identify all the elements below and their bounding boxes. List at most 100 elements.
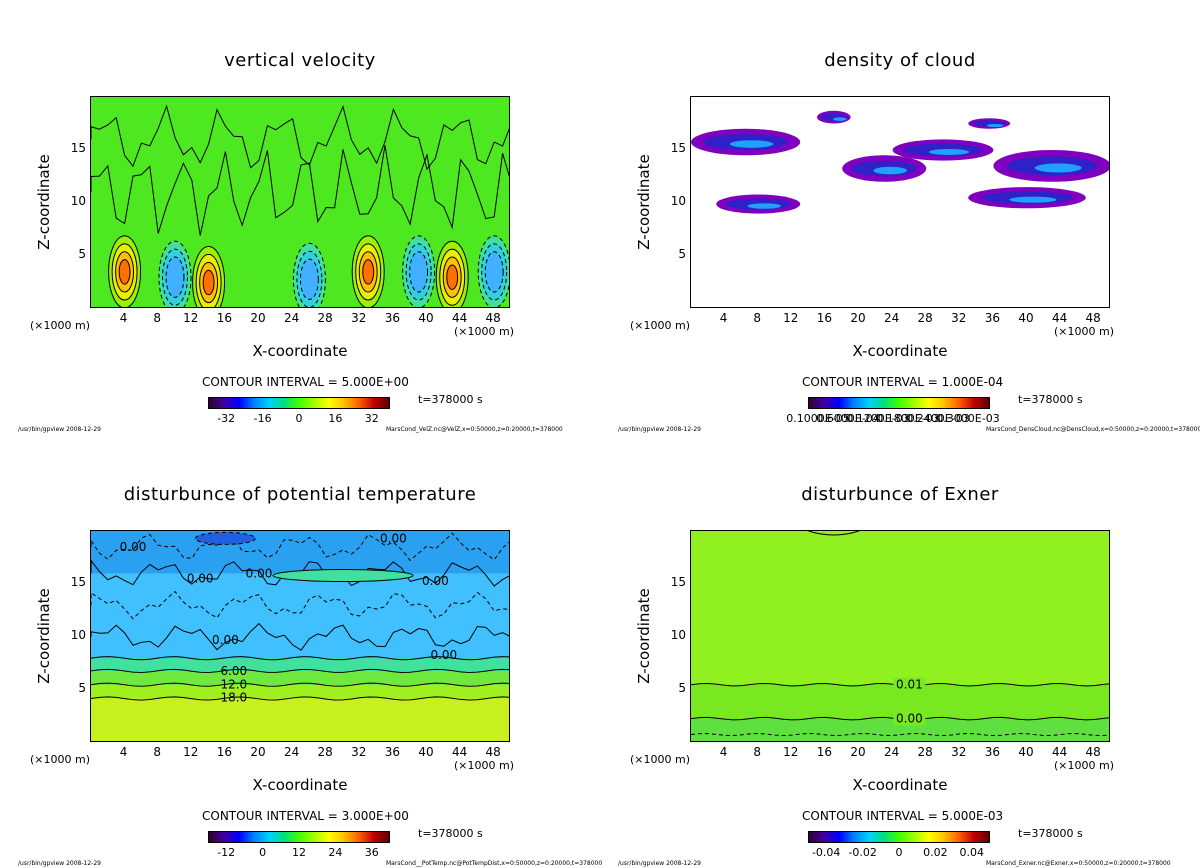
x-tick-label: 28: [317, 745, 333, 759]
x-tick-label: 20: [250, 745, 266, 759]
colorbar-tick-label: 0.1800E-03: [876, 412, 940, 425]
x-tick-label: 44: [1051, 311, 1068, 325]
x-tick-label: 24: [283, 311, 300, 325]
chart-title: vertical velocity: [224, 50, 376, 71]
x-tick-label: 4: [119, 311, 128, 325]
updraft-cell: [351, 235, 385, 307]
y-tick-label: 10: [70, 628, 86, 642]
contour-interval: CONTOUR INTERVAL = 1.000E-04: [802, 375, 1004, 389]
y-tick-label: 10: [70, 194, 86, 208]
contour-interval: CONTOUR INTERVAL = 5.000E-03: [802, 809, 1004, 823]
plot-svg: [691, 97, 1109, 307]
plot-svg: 0.01 0.00: [691, 531, 1109, 741]
x-tick-label: 24: [883, 311, 900, 325]
x-tick-label: 44: [451, 745, 468, 759]
y-tick-label: 5: [78, 247, 86, 261]
y-tick-label: 15: [670, 141, 686, 155]
lowest-band: [691, 718, 1109, 741]
x-tick-label: 44: [451, 311, 468, 325]
colorbar-tick-label: -0.04: [811, 846, 841, 859]
contour-label-bg: [893, 677, 926, 692]
plot-area: [90, 96, 510, 308]
footer-right: MarsCond_VelZ.nc@VelZ,x=0:50000,z=0:2000…: [386, 426, 563, 433]
colorbar: [808, 397, 990, 409]
x-tick-label: 20: [850, 311, 866, 325]
colorbar-tick-label: 16: [328, 412, 343, 425]
colorbar: [808, 831, 990, 843]
chart-title: disturbunce of Exner: [801, 484, 999, 505]
x-tick-label: 32: [351, 311, 367, 325]
contour-label: 0.00: [430, 648, 457, 662]
x-tick-label: 20: [250, 311, 266, 325]
colorbar-tick-label: 0: [895, 846, 903, 859]
x-tick-label: 40: [1018, 745, 1034, 759]
cloud-region: [993, 150, 1109, 182]
x-tick-label: 8: [153, 745, 162, 759]
cold-anomaly: [194, 531, 256, 545]
updraft-cell: [108, 235, 142, 307]
temperature-layer: [91, 670, 509, 685]
x-tick-label: 12: [183, 745, 199, 759]
x-tick-label: 32: [951, 311, 967, 325]
updraft-cell: [192, 246, 226, 307]
footer-left: /usr/bin/gpview 2008-12-29: [618, 860, 701, 867]
x-tick-label: 36: [384, 745, 401, 759]
colorbar: [208, 397, 390, 409]
colorbar-tick-label: -16: [253, 412, 272, 425]
contour-line: [91, 145, 509, 236]
x-tick-label: 28: [917, 745, 933, 759]
contour-label: 0.00: [187, 572, 214, 586]
contour-label: 12.0: [220, 678, 247, 692]
downdraft-cell: [477, 235, 509, 307]
colorbar-tick-label: 0: [295, 412, 303, 425]
x-unit-left: (×1000 m): [30, 753, 91, 766]
temperature-layer: [91, 698, 509, 741]
x-tick-label: 12: [783, 745, 799, 759]
chart-title: disturbunce of potential temperature: [123, 484, 477, 505]
y-axis-label: Z-coordinate: [35, 154, 53, 250]
contour-label: 6.00: [220, 664, 247, 678]
x-unit-right: (×1000 m): [1054, 325, 1115, 338]
y-tick-label: 10: [670, 628, 686, 642]
colorbar-ticks: -12 0 12 24 36: [208, 846, 390, 860]
colorbar-tick-label: 0.02: [923, 846, 948, 859]
contour-line: [808, 531, 860, 536]
footer-right: MarsCond_Exner.nc@Exner,x=0:50000,z=0:20…: [986, 860, 1171, 867]
plot-area: [690, 96, 1110, 308]
x-tick-label: 16: [216, 311, 233, 325]
chart-title: density of cloud: [824, 50, 976, 71]
colorbar-tick-label: 0.1200E-03: [846, 412, 910, 425]
contour-label: 0.01: [896, 678, 923, 692]
x-tick-label: 4: [119, 745, 128, 759]
x-axis-label: X-coordinate: [252, 776, 348, 794]
panel-density-of-cloud: density of cloud Z-coordinate X-coordinate…: [600, 0, 1200, 434]
plot-svg: [91, 97, 509, 307]
x-tick-label: 12: [783, 311, 799, 325]
contour-label: 18.0: [220, 690, 247, 704]
x-unit-right: (×1000 m): [454, 325, 515, 338]
cloud-region: [968, 187, 1086, 209]
x-axis-label: X-coordinate: [852, 776, 948, 794]
y-tick-label: 15: [70, 575, 86, 589]
x-axis-label: X-coordinate: [252, 342, 348, 360]
x-unit-left: (×1000 m): [630, 753, 691, 766]
contour-line: [91, 532, 509, 562]
temperature-layer: [91, 684, 509, 699]
footer-right: MarsCond__PotTemp.nc@PotTempDist,x=0:500…: [386, 860, 603, 867]
contour-interval: CONTOUR INTERVAL = 3.000E+00: [202, 809, 409, 823]
contour-line: [91, 696, 509, 701]
y-tick-label: 5: [678, 247, 686, 261]
x-tick-label: 48: [485, 311, 501, 325]
x-tick-label: 16: [216, 745, 233, 759]
downdraft-cell: [402, 235, 436, 307]
x-tick-label: 40: [418, 745, 434, 759]
y-tick-label: 5: [678, 681, 686, 695]
cloud-region: [892, 139, 994, 161]
x-tick-label: 4: [719, 311, 728, 325]
colorbar-ticks: -0.04 -0.02 0 0.02 0.04: [808, 846, 990, 860]
footer-left: /usr/bin/gpview 2008-12-29: [18, 426, 101, 433]
contour-line: [91, 656, 509, 661]
colorbar-tick-label: -0.02: [848, 846, 877, 859]
colorbar-tick-label: 12: [292, 846, 306, 859]
